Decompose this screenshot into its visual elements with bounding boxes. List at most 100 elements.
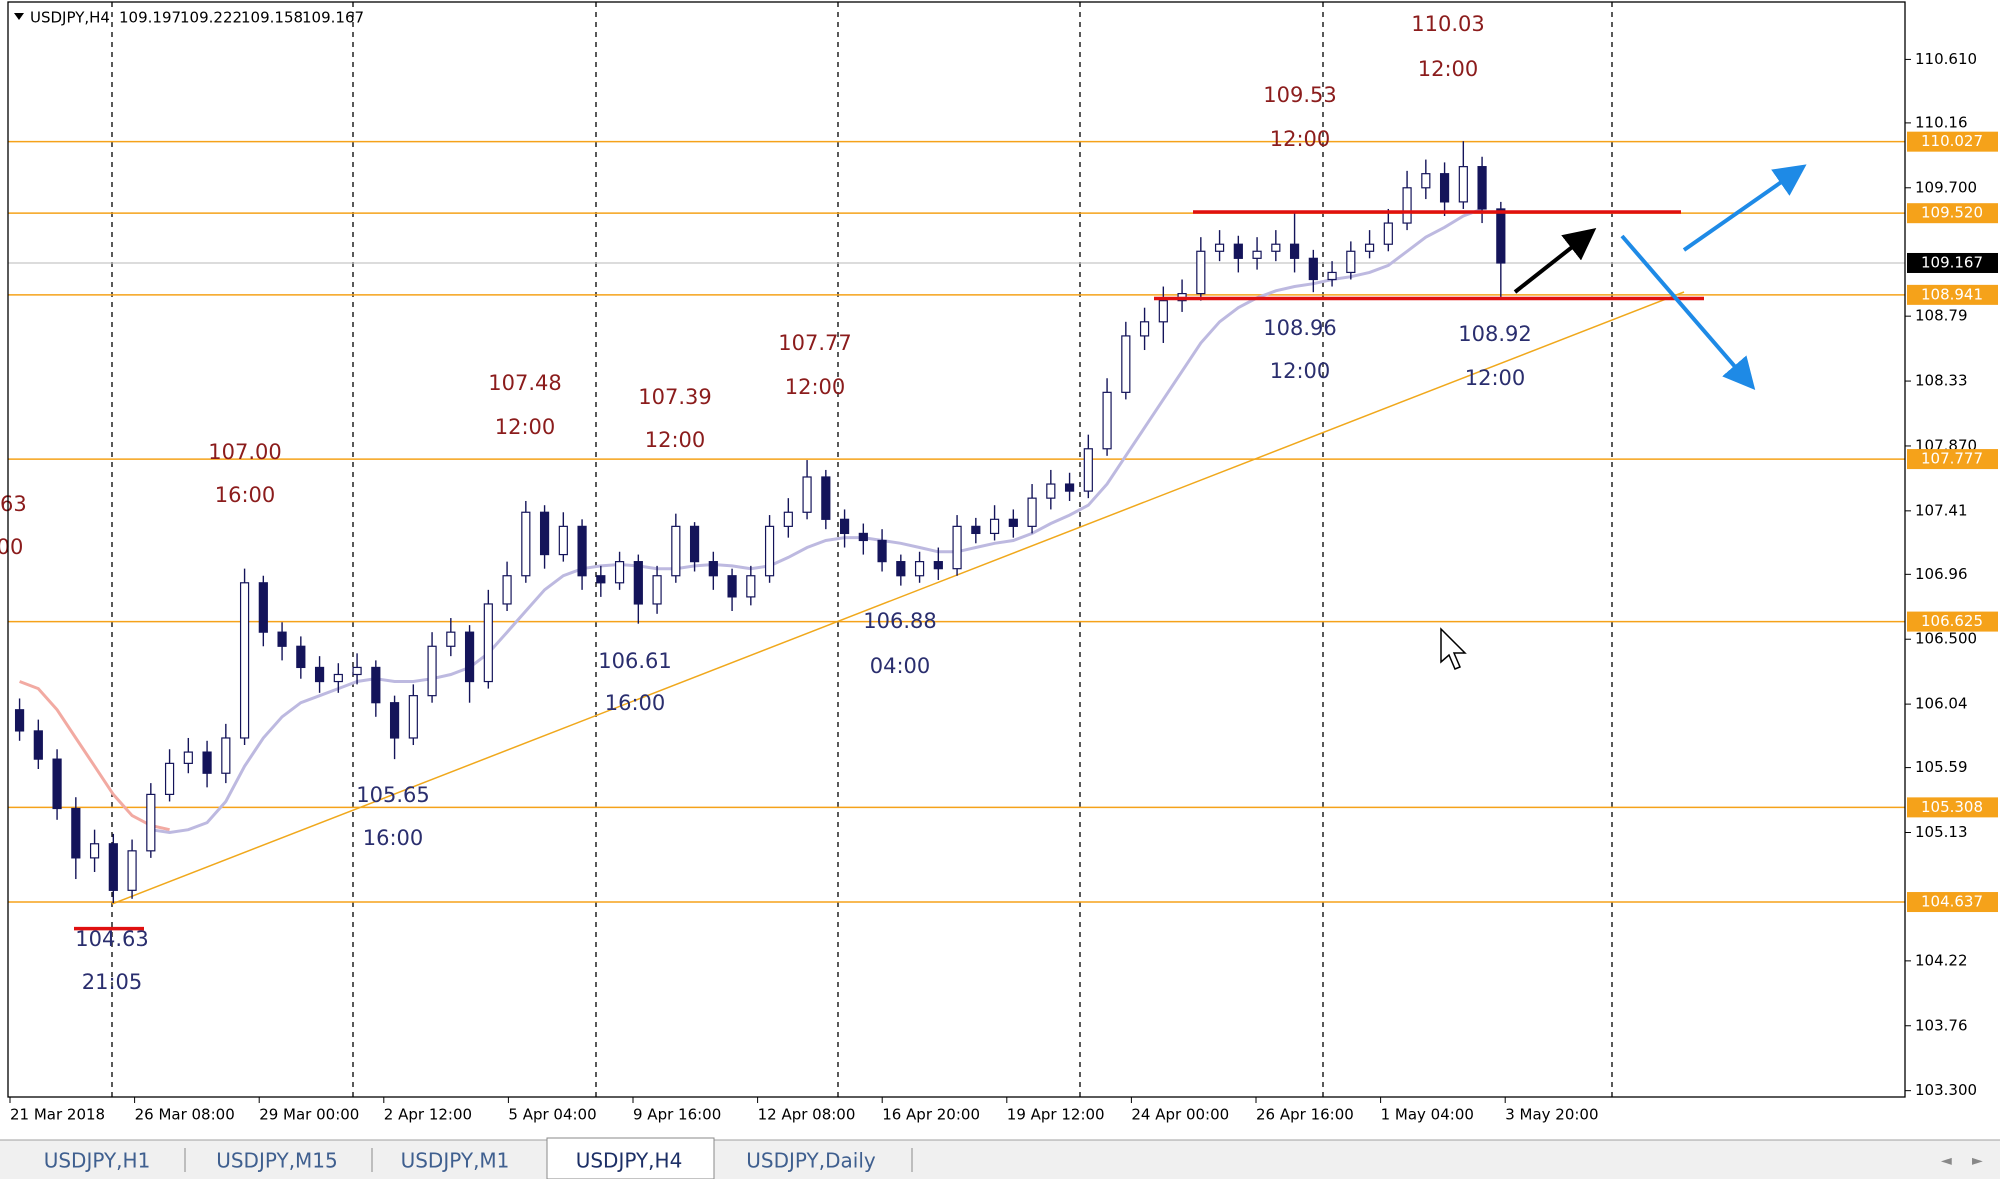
candle-body xyxy=(258,582,268,633)
candle-body xyxy=(1121,335,1131,393)
x-tick-label: 1 May 04:00 xyxy=(1381,1106,1474,1124)
candle-body xyxy=(71,807,81,859)
annotation-time: 12:00 xyxy=(645,428,706,452)
trend-line xyxy=(111,291,1685,905)
current-price-label: 109.167 xyxy=(1921,253,1983,271)
annotation-price: 107.77 xyxy=(778,331,851,355)
y-tick-label: 106.04 xyxy=(1915,695,1968,713)
candle-body xyxy=(933,561,943,570)
y-tick-label: 106.96 xyxy=(1915,565,1968,583)
candle-body xyxy=(164,762,175,796)
x-tick-label: 12 Apr 08:00 xyxy=(758,1106,856,1124)
tab[interactable]: USDJPY,M1 xyxy=(401,1149,510,1173)
level-label-box xyxy=(1907,203,1998,224)
candle-body xyxy=(821,476,831,520)
candle-body xyxy=(577,525,587,577)
arrow xyxy=(1513,228,1597,294)
candle-body xyxy=(371,666,381,704)
candle-body xyxy=(746,575,756,598)
candle-body xyxy=(1233,243,1243,259)
level-label-box xyxy=(1907,611,1998,632)
x-tick-label: 21 Mar 2018 xyxy=(10,1106,105,1124)
scroll-right[interactable]: ► xyxy=(1972,1153,1983,1169)
candle-body xyxy=(671,525,681,577)
annotation-time: 16:00 xyxy=(215,483,276,507)
tab[interactable]: USDJPY,H1 xyxy=(44,1149,151,1173)
candle-body xyxy=(614,561,625,584)
scroll-left[interactable]: ◄ xyxy=(1941,1153,1952,1169)
x-tick-label: 19 Apr 12:00 xyxy=(1007,1106,1105,1124)
annotation-time: 04:00 xyxy=(870,654,931,678)
annotation-time: 12:00 xyxy=(1465,366,1526,390)
candle-body xyxy=(1458,166,1468,203)
candle-body xyxy=(877,539,887,563)
candle-body xyxy=(708,561,718,577)
candle-body xyxy=(202,751,212,774)
candle-body xyxy=(333,673,343,683)
y-tick-label: 105.59 xyxy=(1915,758,1968,776)
candle-body xyxy=(1346,250,1356,274)
level-label: 110.027 xyxy=(1921,132,1983,150)
x-axis: 21 Mar 2018 26 Mar 08:00 29 Mar 00:00 2 Apr… xyxy=(9,1097,1599,1124)
annotation-time: 12:00 xyxy=(495,415,556,439)
y-tick-label: 104.22 xyxy=(1915,951,1968,969)
tab-bar-bg xyxy=(0,1140,2000,1179)
tab[interactable]: USDJPY,M15 xyxy=(216,1149,338,1173)
x-tick-label: 3 May 20:00 xyxy=(1505,1106,1598,1124)
x-tick-label: 29 Mar 00:00 xyxy=(259,1106,359,1124)
candle-body xyxy=(521,511,531,577)
candle-body xyxy=(483,603,493,683)
candle-body xyxy=(539,511,550,556)
candle-body xyxy=(1439,173,1450,203)
candle-body xyxy=(652,575,662,605)
candle-body xyxy=(1271,243,1281,252)
y-axis: 110.610110.16109.700108.79108.33107.8701… xyxy=(1905,50,1998,1099)
tab[interactable]: USDJPY,Daily xyxy=(746,1149,876,1173)
level-label-box xyxy=(1907,449,1998,470)
candle-body xyxy=(858,532,868,542)
candle-body xyxy=(108,843,118,891)
y-tick-label: 110.610 xyxy=(1915,50,1977,68)
candle-body xyxy=(408,695,418,739)
candle-body xyxy=(989,518,1000,535)
annotation-time: 16:00 xyxy=(605,691,666,715)
tab-bar: ◄ ► USDJPY,H1 USDJPY,M15 USDJPY,M1 USDJPY,H… xyxy=(0,1137,2000,1179)
level-label-box xyxy=(1907,284,1998,305)
annotation-price: 107.39 xyxy=(638,385,711,409)
ohlc-low: 109.158 xyxy=(241,9,303,27)
annotation-price: 110.03 xyxy=(1411,12,1484,36)
annotation-time: 12:00 xyxy=(1270,127,1331,151)
annotation-price: 106.61 xyxy=(598,649,671,673)
level-label: 107.777 xyxy=(1921,450,1983,468)
x-tick-label: 2 Apr 12:00 xyxy=(384,1106,472,1124)
candle-body xyxy=(727,575,737,598)
x-tick-label: 26 Apr 16:00 xyxy=(1256,1106,1354,1124)
mouse-cursor xyxy=(1440,627,1467,670)
y-tick-label: 105.13 xyxy=(1915,823,1968,841)
candle-body xyxy=(502,575,512,605)
candle-body xyxy=(1496,208,1506,264)
candle-body xyxy=(1196,250,1206,295)
arrow xyxy=(1620,234,1756,391)
annotation-time: 00 xyxy=(0,535,23,559)
candle-body xyxy=(183,751,193,764)
candle-body xyxy=(1252,250,1262,259)
annotation-price: 109.53 xyxy=(1263,83,1336,107)
candle-body xyxy=(1477,166,1487,210)
levels xyxy=(8,140,1905,903)
annotation-time: 12:00 xyxy=(1418,57,1479,81)
candle-body xyxy=(633,561,643,605)
y-tick-label: 103.300 xyxy=(1915,1081,1977,1099)
candle-body xyxy=(1046,483,1056,499)
annotation-price: 108.96 xyxy=(1263,316,1336,340)
candle-body xyxy=(352,666,362,676)
candle-body xyxy=(221,737,231,774)
candle-body xyxy=(802,476,812,513)
candle-body xyxy=(89,843,100,859)
level-label-box xyxy=(1907,892,1998,913)
y-tick-label: 108.79 xyxy=(1915,307,1968,325)
candle-body xyxy=(1364,243,1375,252)
candle-body xyxy=(14,709,25,732)
active-tab[interactable]: USDJPY,H4 xyxy=(576,1149,683,1173)
current-price-box xyxy=(1907,252,1998,273)
